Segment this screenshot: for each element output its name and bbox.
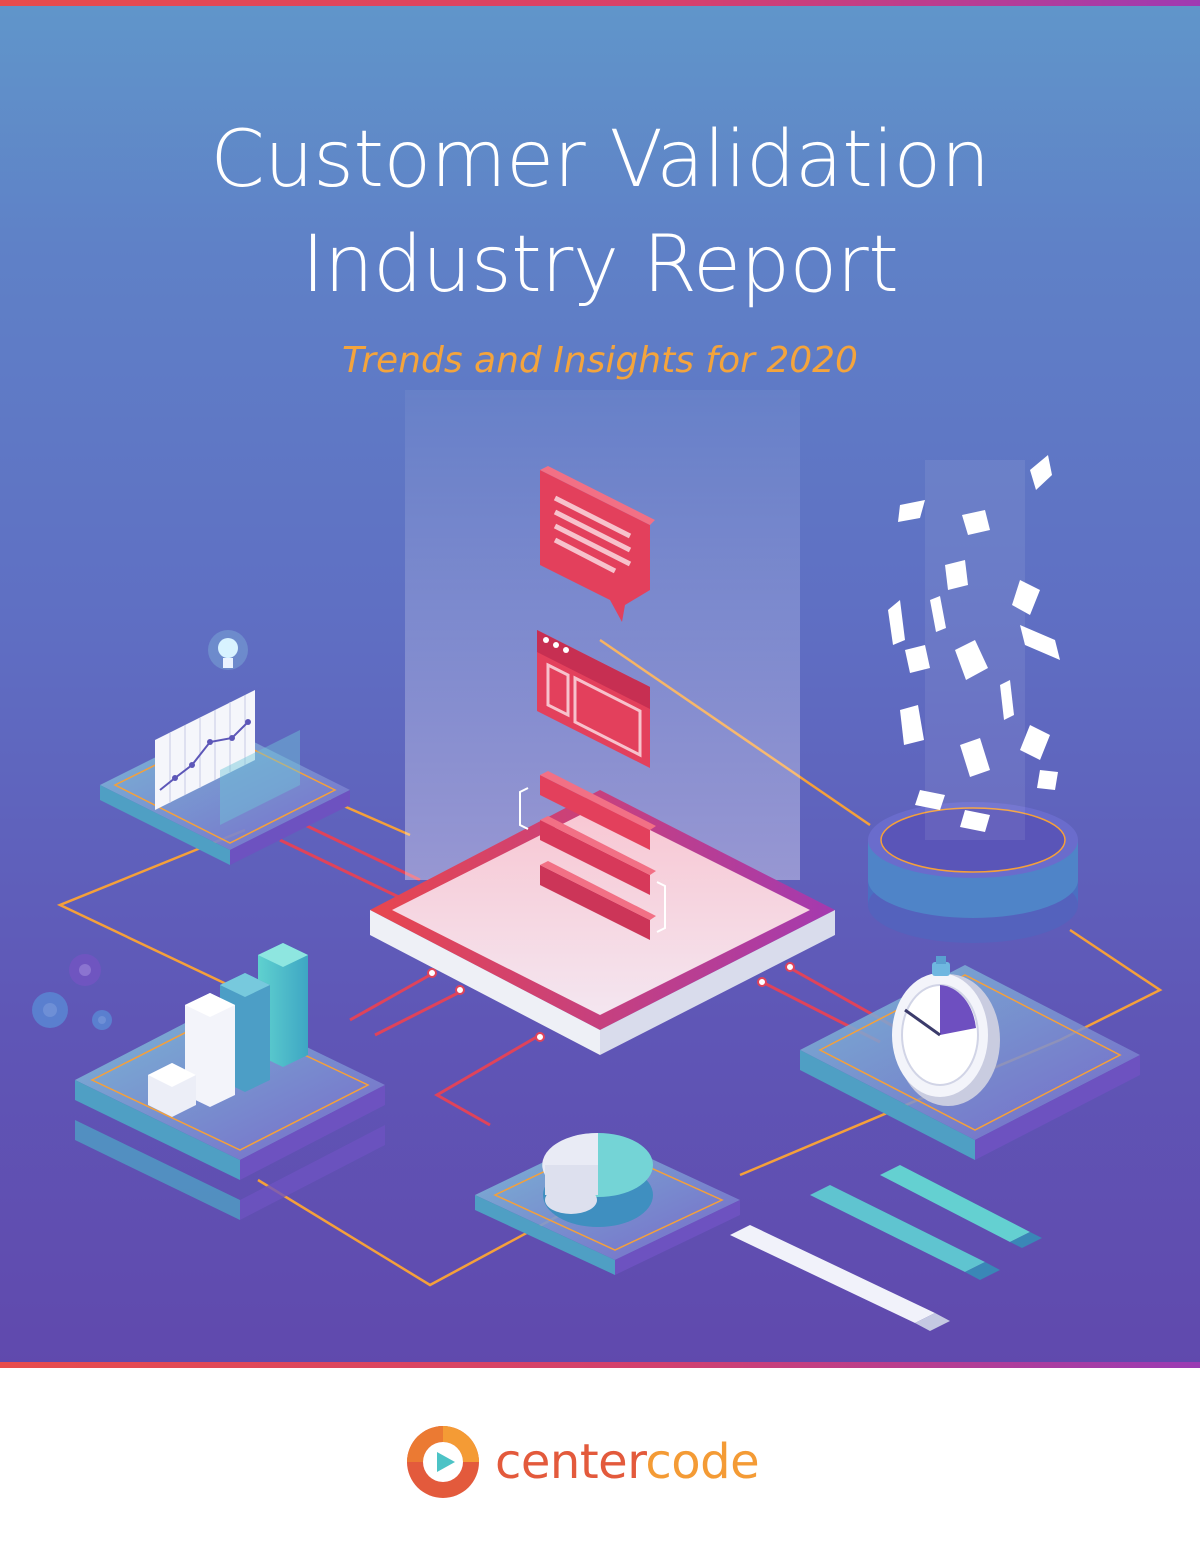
report-title-line-1: Customer Validation [210,115,990,205]
pie-chart-icon [542,1132,653,1227]
bottom-accent-stripe [0,1362,1200,1368]
bar-chart-icon [148,943,308,1117]
report-title-line-2: Industry Report [301,220,899,310]
chat-bubble-icon [540,466,655,622]
cover-background: Customer Validation Industry Report Tren… [0,0,1200,1368]
progress-bars-icon [730,1165,1042,1331]
cover-footer [0,1369,1200,1555]
browser-window-icon [537,630,650,768]
centercode-logo-mark-icon [407,1426,479,1498]
falling-papers-icon [888,455,1060,832]
line-chart-icon [155,690,300,825]
centercode-logo: centercode [405,1422,760,1502]
list-bars-icon [519,771,666,940]
centercode-wordmark: centercode [495,1438,760,1486]
lightbulb-icon [208,630,248,670]
gears-icon [32,954,112,1030]
isometric-illustration [32,390,1163,1331]
report-subtitle: Trends and Insights for 2020 [342,340,858,381]
wordmark-code: code [645,1434,760,1490]
wordmark-center: center [495,1434,646,1490]
light-beam [405,390,800,880]
top-accent-stripe [0,0,1200,6]
stopwatch-icon [892,956,1000,1106]
database-cylinder-icon [868,460,1078,943]
